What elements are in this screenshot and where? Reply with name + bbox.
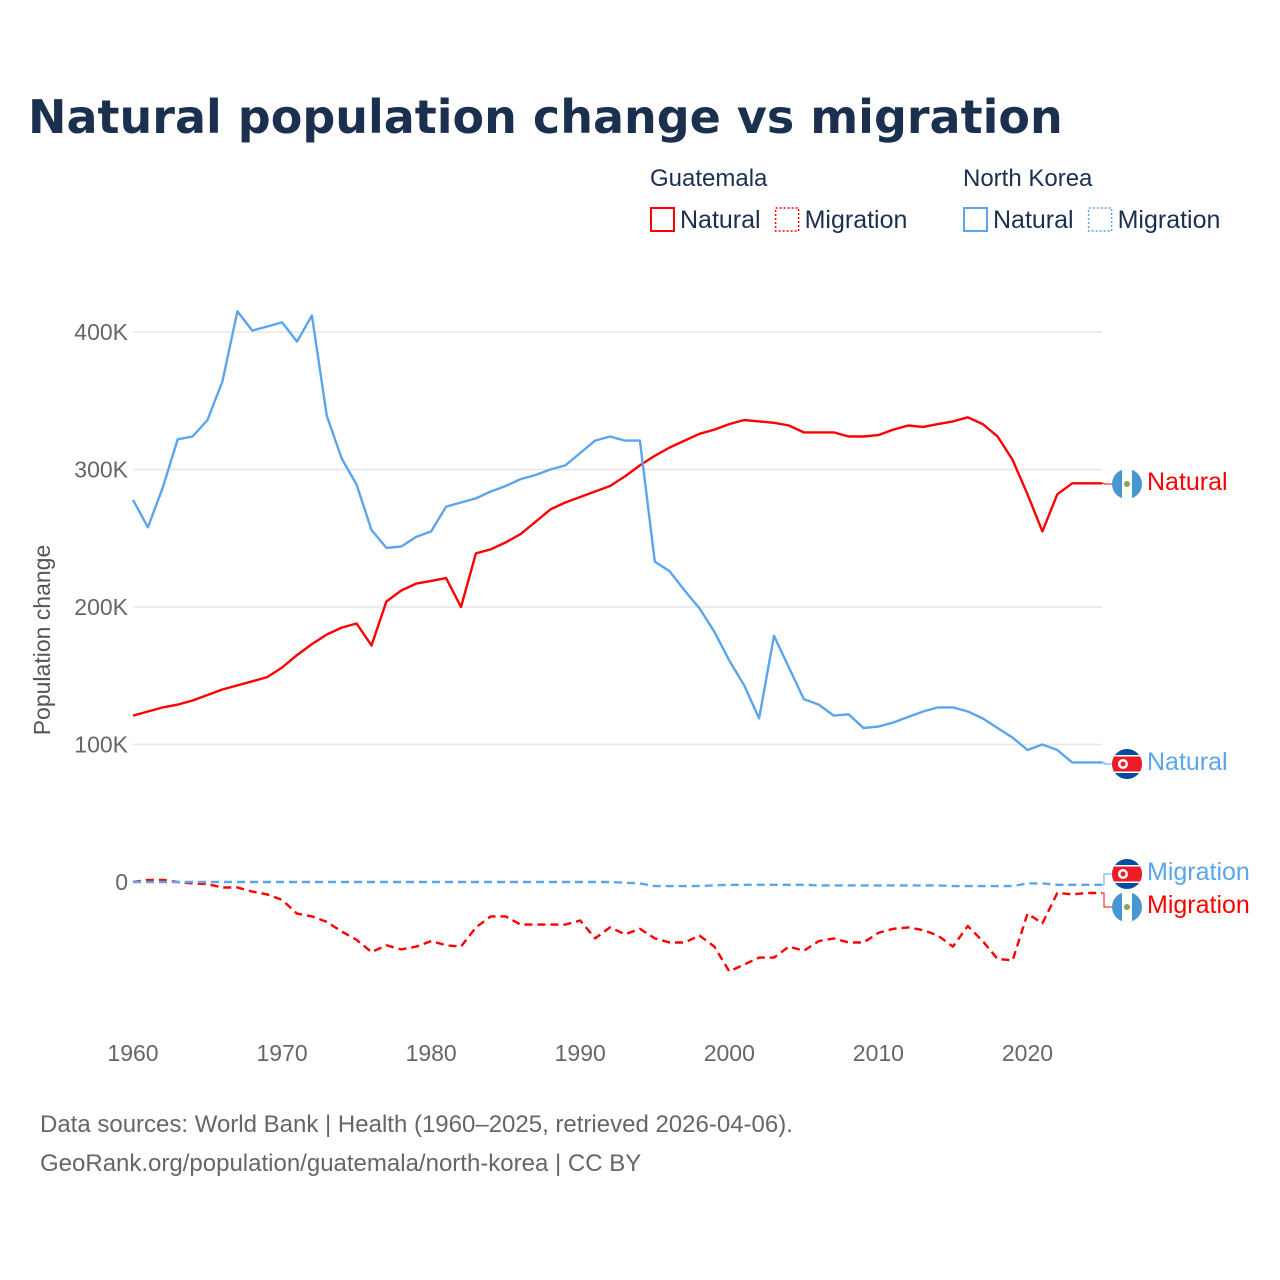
- end-label-north-korea-natural: Natural: [1147, 748, 1228, 776]
- guatemala-flag-icon: [1112, 892, 1142, 922]
- end-label-guatemala-natural: Natural: [1147, 468, 1228, 496]
- legend-group-title: North Korea: [963, 165, 1093, 192]
- end-label-north-korea-migration: Migration: [1147, 858, 1250, 886]
- series-lines: [131, 310, 1102, 973]
- legend-swatch-migration: [1087, 207, 1113, 232]
- flag-body: [1112, 469, 1142, 499]
- end-label-connector: [1102, 482, 1112, 485]
- flag-body: [1112, 749, 1142, 779]
- y-tick-label: 0: [115, 869, 128, 895]
- legend-swatch-migration: [774, 207, 800, 232]
- x-axis-ticks: 1960 1970 1980 1990 2000 2010 2020: [107, 1040, 1053, 1066]
- end-label-connector: [1102, 761, 1112, 765]
- y-axis-ticks: 0 100K 200K 300K 400K: [74, 319, 128, 895]
- y-tick-label: 300K: [74, 457, 128, 483]
- x-tick-label: 1970: [256, 1040, 307, 1066]
- series-line-north-korea-natural: [131, 310, 1102, 764]
- guatemala-flag-icon: [1112, 469, 1142, 499]
- legend-label-natural: Natural: [993, 206, 1074, 234]
- x-tick-label: 2020: [1002, 1040, 1053, 1066]
- y-tick-label: 400K: [74, 319, 128, 345]
- north-korea-flag-icon: [1112, 749, 1142, 779]
- y-axis-label: Population change: [29, 545, 55, 736]
- x-tick-label: 1960: [107, 1040, 158, 1066]
- end-labels: Natural Migration Natural Migration: [1102, 468, 1250, 922]
- legend: Guatemala Natural Migration North Korea Natu…: [650, 165, 1220, 234]
- end-label-guatemala-migration: Migration: [1147, 891, 1250, 919]
- x-tick-label: 2000: [704, 1040, 755, 1066]
- x-tick-label: 1990: [555, 1040, 606, 1066]
- y-tick-label: 200K: [74, 594, 128, 620]
- legend-swatch-natural: [963, 207, 988, 232]
- chart-title: Natural population change vs migration: [28, 90, 1063, 144]
- series-line-guatemala-migration: [132, 878, 1102, 973]
- end-label-connector: [1102, 892, 1112, 908]
- series-line-north-korea-migration: [133, 880, 1102, 888]
- x-tick-label: 1980: [406, 1040, 457, 1066]
- x-tick-label: 2010: [853, 1040, 904, 1066]
- legend-label-natural: Natural: [680, 206, 761, 234]
- legend-label-migration: Migration: [805, 206, 908, 234]
- flag-star: [1120, 761, 1126, 767]
- legend-group-title: Guatemala: [650, 165, 768, 192]
- legend-swatch-natural: [650, 207, 675, 232]
- flag-emblem: [1124, 481, 1130, 487]
- series-line-guatemala-natural: [132, 416, 1102, 717]
- end-label-connector: [1102, 873, 1112, 886]
- flag-emblem: [1124, 904, 1130, 910]
- flag-star: [1120, 871, 1126, 877]
- flag-body: [1112, 892, 1142, 922]
- source-line-2[interactable]: GeoRank.org/population/guatemala/north-k…: [40, 1150, 641, 1177]
- y-tick-label: 100K: [74, 732, 128, 758]
- north-korea-flag-icon: [1112, 859, 1142, 889]
- source-line-1: Data sources: World Bank | Health (1960–…: [40, 1111, 793, 1138]
- gridlines: [133, 331, 1102, 746]
- flag-body: [1112, 859, 1142, 889]
- legend-label-migration: Migration: [1118, 206, 1221, 234]
